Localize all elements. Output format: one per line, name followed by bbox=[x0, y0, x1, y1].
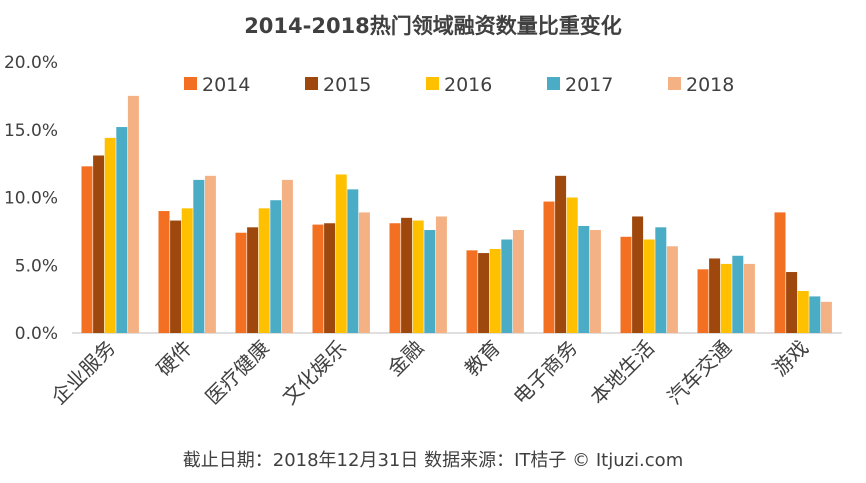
bar bbox=[501, 239, 513, 333]
legend-swatch bbox=[547, 77, 560, 90]
bar bbox=[204, 175, 216, 333]
bar bbox=[258, 208, 270, 333]
legend-label: 2018 bbox=[686, 74, 734, 96]
bar bbox=[512, 230, 524, 333]
bar bbox=[93, 155, 105, 333]
y-tick-label: 20.0% bbox=[4, 53, 58, 73]
bar bbox=[193, 179, 205, 333]
category-label: 企业服务 bbox=[46, 336, 120, 410]
category-label: 医疗健康 bbox=[200, 336, 274, 410]
category-labels: 企业服务 硬件 医疗健康 文化娱乐 金融 教育 电子商务 本地生活 汽车交通 游戏 bbox=[46, 336, 813, 410]
bar bbox=[589, 230, 601, 333]
bar bbox=[578, 225, 590, 333]
bar bbox=[697, 269, 709, 333]
y-tick-label: 0.0% bbox=[15, 324, 58, 344]
bar bbox=[809, 296, 821, 333]
bar bbox=[324, 223, 336, 333]
bar bbox=[655, 227, 667, 333]
bar bbox=[435, 216, 447, 333]
bar bbox=[401, 217, 413, 333]
legend-label: 2017 bbox=[565, 74, 613, 96]
bar bbox=[820, 301, 832, 333]
bar bbox=[643, 239, 655, 333]
y-axis: 0.0% 5.0% 10.0% 15.0% 20.0% bbox=[4, 53, 58, 344]
category-label: 电子商务 bbox=[508, 336, 582, 410]
bar bbox=[312, 224, 324, 333]
bar bbox=[543, 201, 555, 333]
bar bbox=[170, 220, 182, 333]
bar bbox=[347, 189, 359, 333]
y-tick-label: 15.0% bbox=[4, 121, 58, 141]
chart-title: 2014-2018热门领域融资数量比重变化 bbox=[244, 14, 622, 38]
y-tick-label: 10.0% bbox=[4, 189, 58, 209]
category-label: 本地生活 bbox=[585, 336, 659, 410]
bar bbox=[478, 253, 490, 333]
bar bbox=[412, 220, 424, 333]
legend-swatch bbox=[426, 77, 439, 90]
bar bbox=[774, 212, 786, 333]
category-label: 汽车交通 bbox=[662, 336, 736, 410]
bar bbox=[797, 290, 809, 333]
bar bbox=[489, 248, 501, 333]
bar bbox=[720, 263, 732, 333]
bar bbox=[116, 127, 128, 333]
bar bbox=[743, 263, 755, 333]
category-label: 硬件 bbox=[152, 336, 197, 381]
bar bbox=[466, 250, 478, 333]
legend-swatch bbox=[668, 77, 681, 90]
bar bbox=[81, 166, 93, 333]
bar bbox=[732, 255, 744, 333]
legend-label: 2016 bbox=[444, 74, 492, 96]
legend-swatch bbox=[184, 77, 197, 90]
legend: 2014 2015 2016 2017 2018 bbox=[184, 74, 734, 96]
bar bbox=[181, 208, 193, 333]
bar bbox=[158, 211, 170, 333]
bar bbox=[424, 230, 436, 333]
bar bbox=[235, 232, 247, 333]
bar bbox=[247, 227, 259, 333]
category-label: 文化娱乐 bbox=[277, 336, 351, 410]
bar-group bbox=[81, 95, 832, 333]
category-label: 金融 bbox=[383, 336, 428, 381]
bar bbox=[270, 200, 282, 333]
y-tick-label: 5.0% bbox=[15, 256, 58, 276]
bar bbox=[104, 137, 116, 333]
bar bbox=[566, 197, 578, 333]
legend-label: 2014 bbox=[202, 74, 250, 96]
bar bbox=[666, 246, 678, 333]
bar bbox=[127, 95, 139, 333]
bar bbox=[709, 258, 721, 333]
category-label: 教育 bbox=[460, 336, 505, 381]
bar bbox=[786, 272, 798, 333]
bar bbox=[389, 223, 401, 333]
bar bbox=[555, 175, 567, 333]
bar bbox=[281, 179, 293, 333]
bar bbox=[358, 212, 370, 333]
legend-swatch bbox=[305, 77, 318, 90]
legend-label: 2015 bbox=[323, 74, 371, 96]
bar bbox=[335, 174, 347, 333]
category-label: 游戏 bbox=[768, 336, 813, 381]
footer-source: 截止日期：2018年12月31日 数据来源：IT桔子 © Itjuzi.com bbox=[183, 450, 683, 471]
bar bbox=[620, 236, 632, 333]
bar bbox=[632, 216, 644, 333]
